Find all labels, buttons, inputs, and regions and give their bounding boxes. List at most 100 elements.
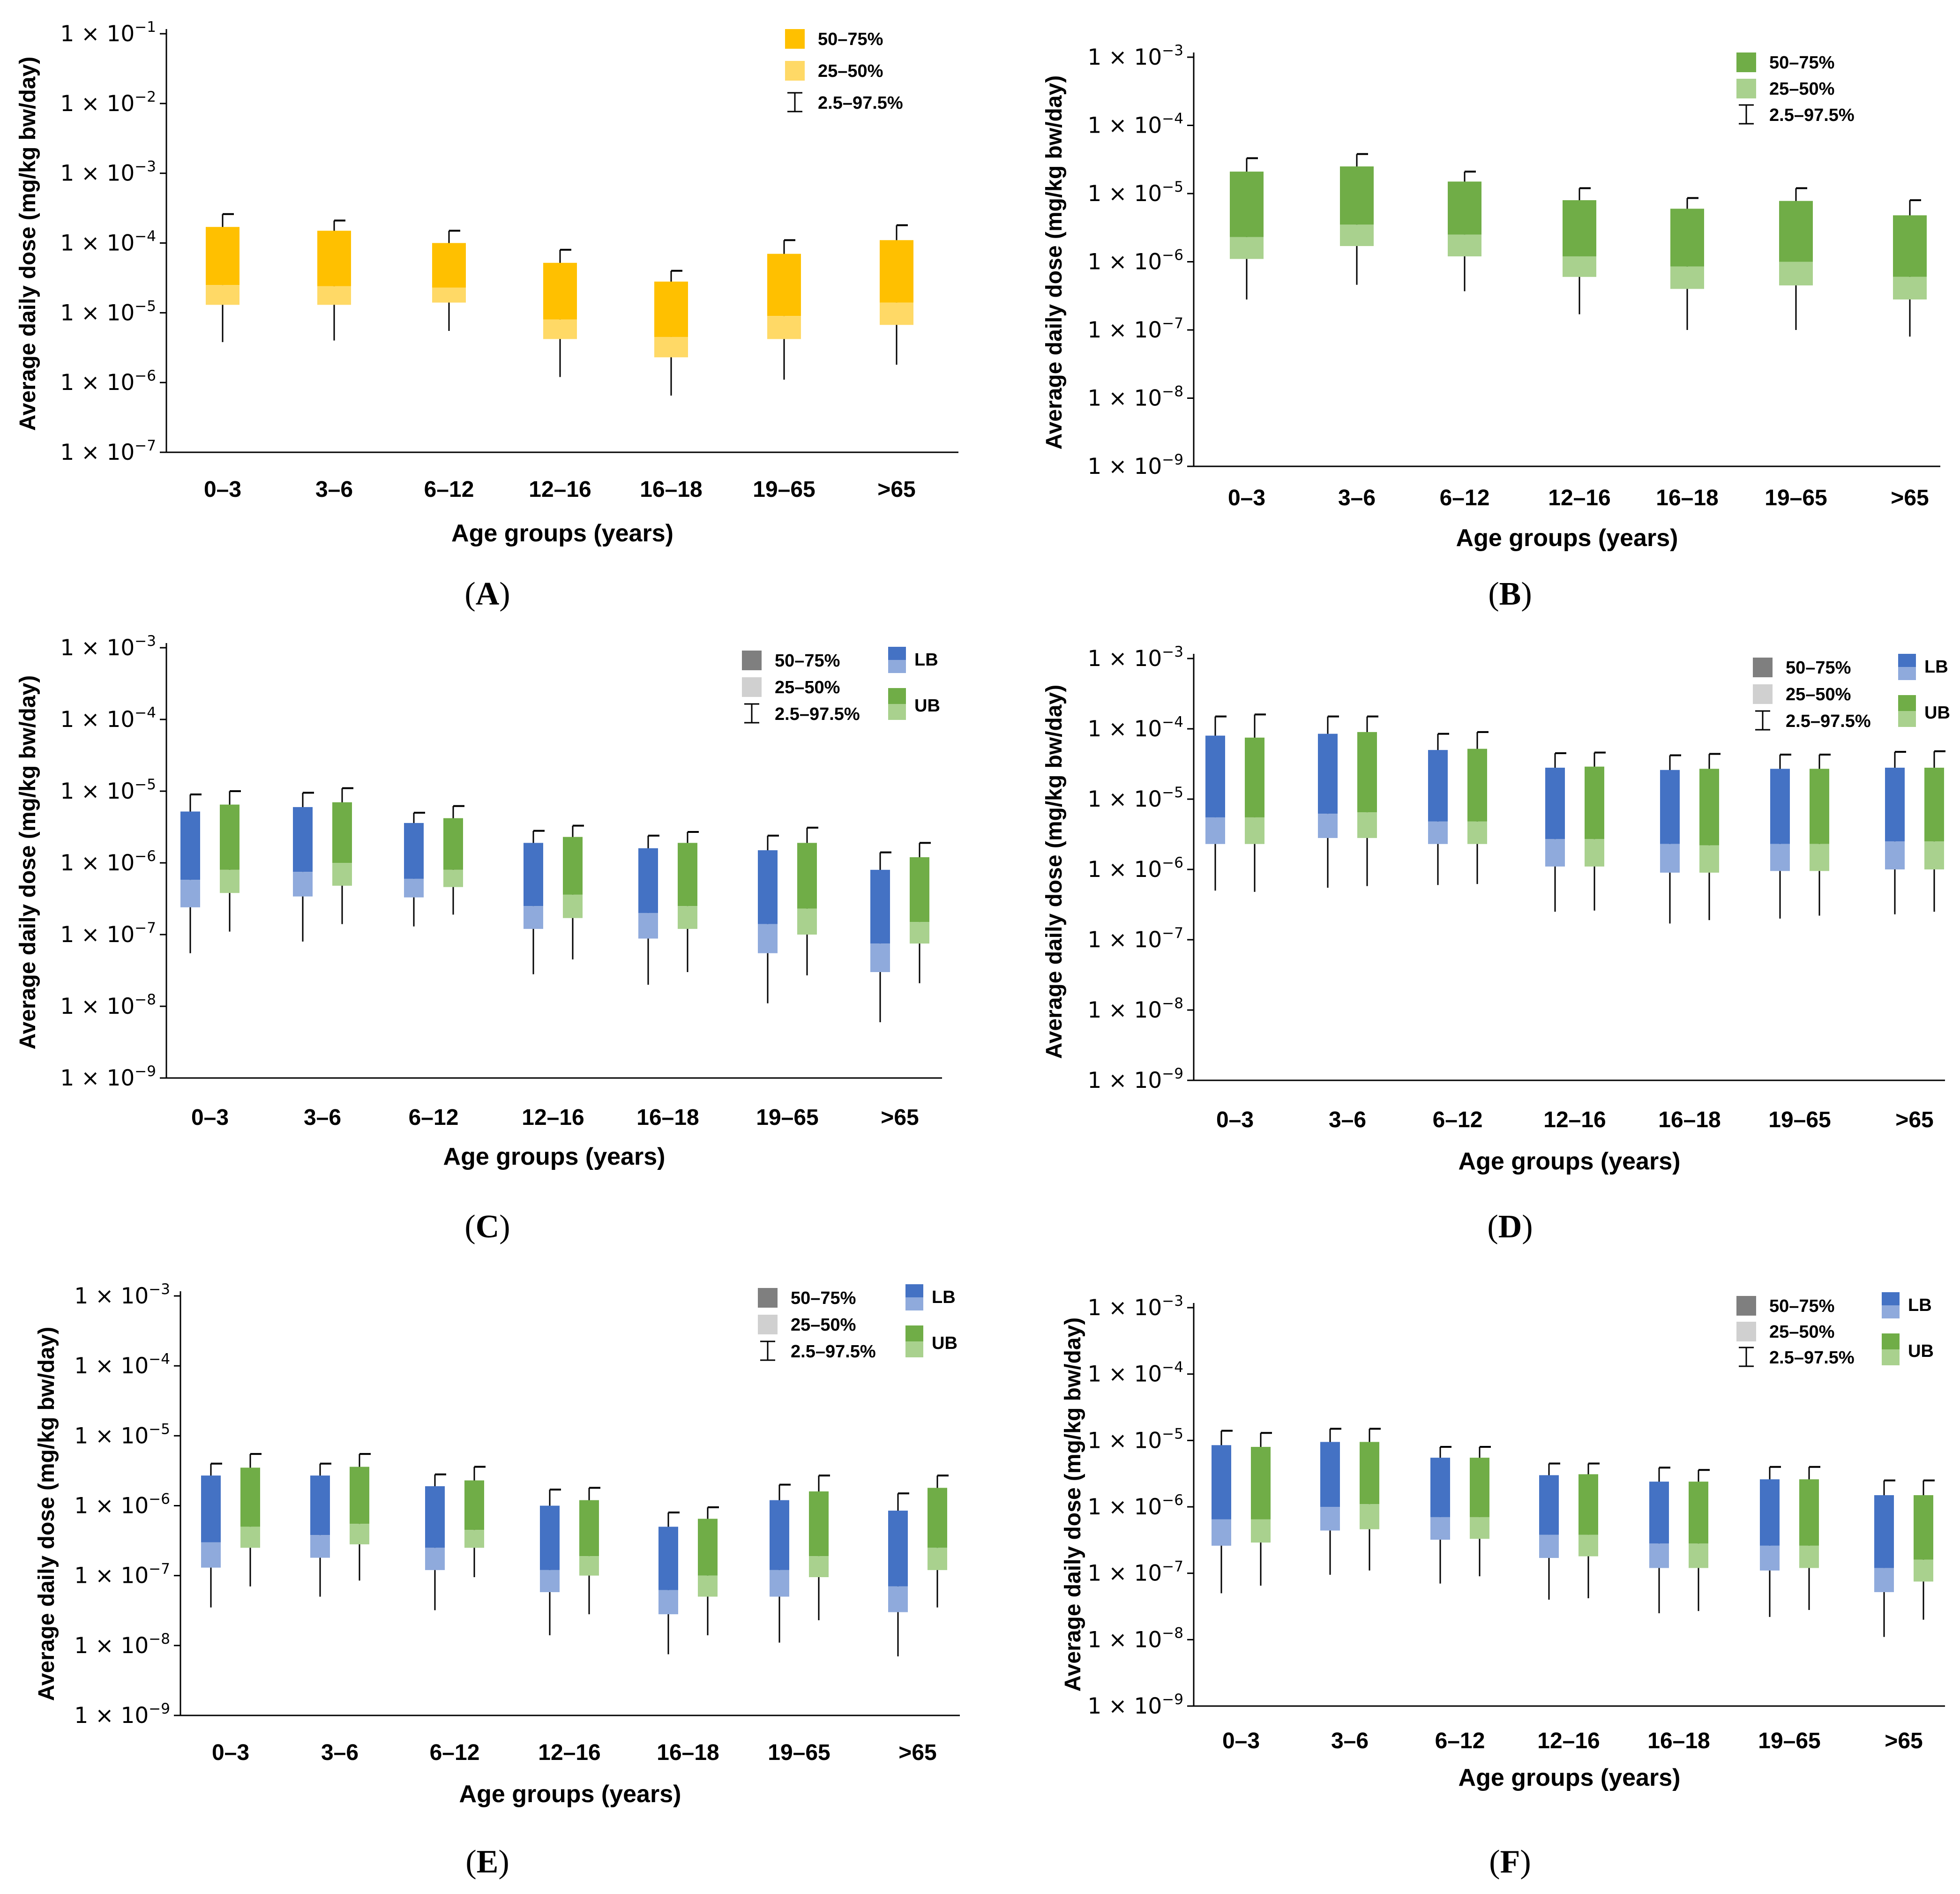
y-tick-label: 1 × 10−9 (1087, 451, 1183, 479)
legend-swatch-lb-dark (1882, 1292, 1900, 1305)
y-tick-label: 1 × 10−2 (60, 89, 156, 117)
y-tick-label: 1 × 10−6 (60, 848, 156, 876)
box-50-75 (767, 254, 801, 316)
box-50-75 (1810, 769, 1829, 844)
y-tick-label: 1 × 10−7 (1087, 1558, 1183, 1587)
box-25-50 (1428, 821, 1448, 844)
legend-swatch-ub-light (905, 1341, 923, 1357)
x-tick-label: 3–6 (321, 1740, 359, 1765)
box-50-75 (1320, 1442, 1340, 1507)
box-50-75 (1212, 1445, 1231, 1520)
box-25-50 (579, 1556, 599, 1576)
y-tick-label: 1 × 10−3 (60, 633, 156, 661)
box-50-75 (1689, 1482, 1708, 1544)
box-50-75 (332, 802, 352, 863)
box-50-75 (1585, 766, 1604, 839)
legend-swatch-lb-light (1898, 667, 1916, 680)
x-tick-label: 16–18 (657, 1740, 719, 1765)
box-50-75 (1799, 1479, 1819, 1546)
legend-swatch-ub-light (888, 704, 906, 720)
box-50-75 (404, 823, 424, 879)
legend-swatch-25-50 (785, 61, 805, 81)
box-50-75 (1448, 181, 1481, 235)
box-25-50 (658, 1590, 678, 1615)
y-axis-label: Average daily dose (mg/kg bw/day) (1042, 75, 1067, 449)
y-tick-label: 1 × 10−5 (60, 298, 156, 326)
box-50-75 (425, 1486, 445, 1548)
y-tick-label: 1 × 10−6 (1087, 854, 1183, 883)
x-axis-label: Age groups (years) (459, 1781, 681, 1808)
x-axis-label: Age groups (years) (443, 1143, 666, 1170)
box-25-50 (698, 1575, 718, 1597)
x-tick-label: 12–16 (1537, 1729, 1600, 1753)
legend-swatch-50-75 (758, 1288, 778, 1308)
legend-swatch-lb-light (905, 1297, 923, 1310)
x-tick-label: 19–65 (756, 1105, 818, 1130)
x-tick-label: 0–3 (204, 477, 241, 502)
box-25-50 (1357, 812, 1377, 838)
box-25-50 (809, 1556, 829, 1577)
panel-label: (A) (464, 576, 510, 612)
y-tick-label: 1 × 10−4 (60, 704, 156, 733)
y-tick-label: 1 × 10−8 (1087, 995, 1183, 1023)
legend-label-50-75: 50–75% (775, 651, 840, 671)
box-50-75 (1251, 1447, 1271, 1520)
box-25-50 (1760, 1545, 1780, 1571)
x-tick-label: 3–6 (315, 477, 353, 502)
box-25-50 (1467, 821, 1487, 844)
box-50-75 (206, 227, 239, 285)
y-axis-label: Average daily dose (mg/kg bw/day) (1042, 685, 1067, 1059)
x-tick-label: >65 (881, 1105, 919, 1130)
box-25-50 (758, 924, 778, 953)
legend-swatch-lb-light (888, 660, 906, 673)
y-tick-label: 1 × 10−4 (74, 1351, 170, 1379)
box-50-75 (220, 804, 239, 870)
legend-label-range: 2.5–97.5% (775, 704, 860, 724)
box-50-75 (1670, 209, 1704, 267)
x-tick-label: >65 (898, 1740, 936, 1765)
box-50-75 (180, 811, 200, 880)
box-50-75 (310, 1475, 330, 1535)
x-tick-label: 6–12 (409, 1105, 459, 1130)
box-50-75 (1205, 735, 1225, 817)
legend-label-25-50: 25–50% (1786, 685, 1851, 704)
legend-swatch-25-50 (1736, 1322, 1756, 1341)
box-50-75 (1924, 767, 1944, 842)
box-50-75 (293, 807, 313, 872)
box-25-50 (1245, 817, 1264, 844)
legend-label-25-50: 25–50% (1769, 79, 1834, 99)
panel-label: (D) (1487, 1209, 1533, 1245)
box-25-50 (524, 906, 543, 929)
box-50-75 (1340, 166, 1374, 225)
box-25-50 (201, 1542, 221, 1568)
x-tick-label: 6–12 (1440, 486, 1490, 510)
y-tick-label: 1 × 10−8 (1087, 383, 1183, 412)
legend-label-ub: UB (1924, 703, 1950, 723)
box-25-50 (317, 286, 351, 305)
box-25-50 (332, 863, 352, 886)
y-tick-label: 1 × 10−4 (1087, 714, 1183, 742)
legend-label-lb: LB (1908, 1295, 1932, 1315)
x-tick-label: >65 (1895, 1108, 1933, 1132)
box-25-50 (1340, 225, 1374, 246)
box-25-50 (404, 878, 424, 898)
box-50-75 (1470, 1458, 1489, 1517)
legend-swatch-ub-dark (1882, 1333, 1900, 1349)
x-tick-label: 6–12 (1433, 1108, 1483, 1132)
legend-label-range: 2.5–97.5% (1769, 1348, 1855, 1368)
y-tick-label: 1 × 10−8 (60, 991, 156, 1019)
legend-swatch-25-50 (1753, 684, 1773, 704)
legend-swatch-25-50 (742, 677, 762, 697)
chart-panel-3: 1 × 10−9 1 × 10−8 1 × 10−7 1 × 10−6 1 × 10−5… (15, 633, 942, 1245)
x-tick-label: 0–3 (191, 1105, 229, 1130)
box-25-50 (770, 1570, 789, 1597)
legend-label-50-75: 50–75% (818, 30, 883, 49)
y-tick-label: 1 × 10−7 (1087, 925, 1183, 953)
x-tick-label: 12–16 (1548, 486, 1610, 510)
box-50-75 (797, 843, 817, 909)
box-25-50 (425, 1548, 445, 1570)
box-25-50 (638, 913, 658, 939)
box-50-75 (1578, 1474, 1598, 1535)
box-25-50 (1689, 1543, 1708, 1568)
box-25-50 (1585, 839, 1604, 867)
